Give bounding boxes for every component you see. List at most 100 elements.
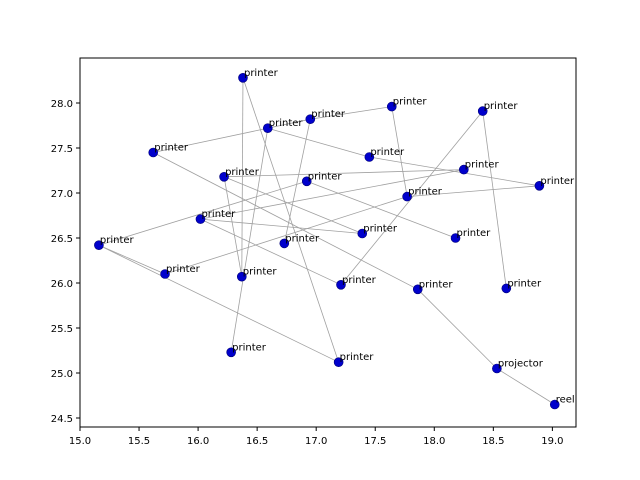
x-tick-label: 18.5 (482, 436, 504, 447)
edge-line (223, 176, 363, 234)
edge-line (230, 128, 269, 353)
edge-line (482, 111, 507, 289)
x-tick-label: 18.0 (423, 436, 445, 447)
point-label: projector (498, 359, 544, 370)
point-label: printer (484, 101, 519, 112)
point-label: printer (201, 209, 236, 220)
data-point (236, 271, 247, 282)
plot-frame (79, 57, 577, 428)
x-axis: 15.0 15.5 16.0 16.5 17.0 17.5 18.0 18.5 19.0 (69, 427, 564, 447)
x-tick-label: 17.0 (305, 436, 327, 447)
edge-line (153, 127, 268, 153)
x-tick-label: 19.0 (541, 436, 563, 447)
data-point (492, 363, 502, 374)
point-label: printer (342, 275, 377, 286)
point-label: printer (308, 171, 343, 182)
point-layer (94, 73, 560, 410)
data-point (305, 114, 316, 124)
data-point (94, 240, 104, 250)
point-label-layer: printer printer printer printer printer print… (100, 68, 575, 406)
x-tick-label: 15.0 (69, 436, 91, 447)
data-point (148, 147, 159, 158)
data-point (412, 284, 423, 295)
point-label: printer (408, 187, 443, 198)
x-tick-label: 15.5 (128, 436, 150, 447)
data-point (501, 283, 512, 294)
edge-line (242, 77, 340, 363)
edge-line (267, 127, 370, 158)
point-label: printer (285, 233, 320, 244)
x-tick-label: 16.5 (246, 436, 268, 447)
edge-layer (98, 77, 555, 405)
y-tick-label: 26.0 (51, 279, 73, 290)
edge-line (267, 118, 311, 129)
data-point (459, 164, 469, 175)
point-label: printer (232, 342, 267, 353)
point-label: printer (340, 352, 375, 363)
data-point (279, 238, 290, 249)
point-label: printer (166, 264, 201, 275)
data-point (333, 357, 344, 368)
edge-line (496, 368, 555, 405)
edge-line (340, 110, 484, 286)
y-tick-label: 26.5 (51, 234, 73, 245)
y-axis: 24.5 25.0 25.5 26.0 26.5 27.0 27.5 28.0 (51, 99, 80, 425)
data-point (357, 228, 368, 239)
data-point (450, 233, 461, 243)
data-point (386, 101, 397, 112)
point-label: printer (269, 118, 304, 129)
data-point (262, 123, 273, 133)
edge-line (98, 180, 307, 246)
edge-line (98, 244, 339, 363)
point-label: printer (244, 68, 279, 79)
point-label: printer (370, 147, 405, 158)
data-point (336, 279, 346, 290)
data-point (549, 399, 560, 410)
data-point (402, 191, 412, 202)
point-label: printer (363, 224, 398, 235)
edge-line (241, 77, 244, 277)
edge-line (153, 152, 418, 290)
point-label: printer (311, 109, 346, 120)
x-tick-label: 16.0 (187, 436, 209, 447)
data-point (226, 347, 236, 358)
edge-line (164, 196, 408, 275)
edge-line (98, 244, 166, 275)
point-label: printer (225, 167, 260, 178)
data-point (195, 214, 206, 224)
edge-line (391, 106, 408, 197)
data-point (534, 181, 545, 191)
point-label: printer (393, 97, 428, 108)
edge-line (310, 106, 392, 120)
y-tick-label: 27.0 (51, 189, 73, 200)
point-label: printer (507, 278, 542, 289)
data-point (477, 106, 488, 116)
x-tick-label: 17.5 (364, 436, 386, 447)
data-point (160, 269, 170, 279)
y-tick-label: 28.0 (51, 99, 73, 110)
data-point (219, 172, 229, 182)
point-label: printer (100, 235, 135, 246)
point-label: printer (540, 176, 575, 187)
data-point (238, 73, 248, 83)
y-tick-label: 25.5 (51, 324, 73, 335)
y-tick-label: 24.5 (51, 414, 73, 425)
edge-line (407, 185, 540, 197)
point-label: printer (465, 160, 500, 171)
y-tick-label: 27.5 (51, 144, 73, 155)
point-label: printer (457, 228, 492, 239)
point-label: printer (419, 279, 454, 290)
edge-line (200, 218, 363, 234)
point-label: reel (556, 395, 575, 406)
point-label: printer (243, 267, 278, 278)
data-point (364, 152, 375, 162)
point-label: printer (154, 143, 189, 154)
edge-line (223, 176, 243, 277)
edge-line (200, 169, 464, 220)
data-point (301, 176, 312, 187)
edge-line (417, 289, 498, 369)
edge-line (224, 169, 464, 178)
edge-line (306, 180, 456, 239)
